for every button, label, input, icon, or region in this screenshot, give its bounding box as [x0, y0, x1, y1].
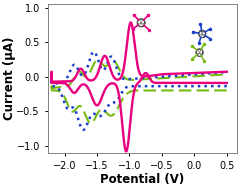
- Y-axis label: Current (μA): Current (μA): [3, 37, 17, 120]
- X-axis label: Potential (V): Potential (V): [100, 173, 185, 186]
